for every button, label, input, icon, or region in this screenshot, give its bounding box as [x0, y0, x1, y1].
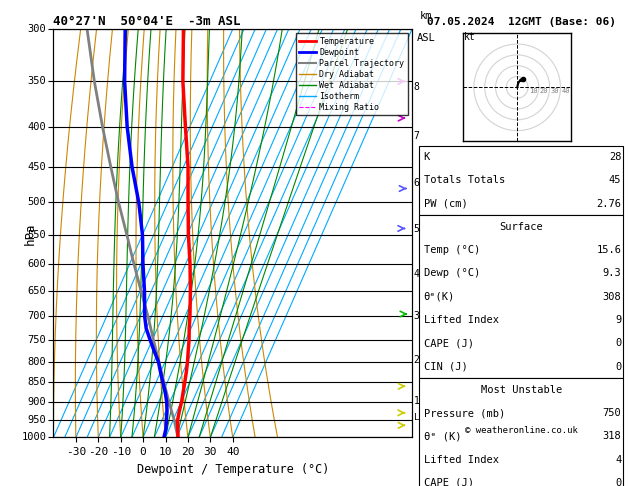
X-axis label: Dewpoint / Temperature (°C): Dewpoint / Temperature (°C) [136, 463, 329, 476]
Text: 350: 350 [28, 76, 47, 87]
Text: 9: 9 [615, 315, 621, 325]
Text: Lifted Index: Lifted Index [424, 454, 499, 465]
Text: ASL: ASL [417, 33, 436, 43]
Text: 07.05.2024  12GMT (Base: 06): 07.05.2024 12GMT (Base: 06) [427, 17, 616, 27]
Text: Temp (°C): Temp (°C) [424, 245, 480, 255]
Text: 20: 20 [540, 88, 548, 94]
Text: 7: 7 [414, 131, 420, 141]
Text: Pressure (mb): Pressure (mb) [424, 408, 505, 418]
Text: K: K [424, 152, 430, 162]
Legend: Temperature, Dewpoint, Parcel Trajectory, Dry Adiabat, Wet Adiabat, Isotherm, Mi: Temperature, Dewpoint, Parcel Trajectory… [296, 34, 408, 116]
Text: 0: 0 [615, 338, 621, 348]
Text: 6: 6 [414, 178, 420, 188]
Text: CAPE (J): CAPE (J) [424, 338, 474, 348]
Text: 308: 308 [603, 292, 621, 302]
Text: 28: 28 [609, 152, 621, 162]
Text: 9.3: 9.3 [603, 268, 621, 278]
Text: 0: 0 [615, 478, 621, 486]
Text: PW (cm): PW (cm) [424, 199, 467, 208]
Text: 40: 40 [562, 88, 570, 94]
Bar [420, 215, 623, 378]
Text: 850: 850 [28, 377, 47, 387]
Text: Dewp (°C): Dewp (°C) [424, 268, 480, 278]
Text: 750: 750 [28, 335, 47, 345]
Text: 600: 600 [28, 259, 47, 269]
Text: 500: 500 [28, 197, 47, 208]
Bar [420, 145, 623, 215]
Text: Lifted Index: Lifted Index [424, 315, 499, 325]
Text: 0: 0 [615, 362, 621, 372]
Bar [420, 378, 623, 486]
Text: LCL: LCL [414, 413, 430, 422]
Text: 650: 650 [28, 286, 47, 296]
Text: 4: 4 [414, 269, 420, 278]
Text: © weatheronline.co.uk: © weatheronline.co.uk [465, 426, 578, 435]
Text: 400: 400 [28, 122, 47, 132]
Text: 1000: 1000 [21, 433, 47, 442]
Text: Most Unstable: Most Unstable [481, 385, 562, 395]
Text: 3: 3 [414, 312, 420, 321]
Text: θᵉ(K): θᵉ(K) [424, 292, 455, 302]
Text: 550: 550 [28, 230, 47, 240]
Text: 15.6: 15.6 [596, 245, 621, 255]
Text: km: km [420, 11, 433, 21]
Text: Surface: Surface [499, 222, 543, 232]
Text: CIN (J): CIN (J) [424, 362, 467, 372]
Text: θᵉ (K): θᵉ (K) [424, 432, 461, 441]
Text: hPa: hPa [24, 222, 36, 244]
Text: 300: 300 [28, 24, 47, 34]
Text: 1: 1 [414, 396, 420, 406]
Text: Mixing Ratio (g/kg): Mixing Ratio (g/kg) [443, 239, 453, 350]
Text: 30: 30 [551, 88, 559, 94]
Text: Totals Totals: Totals Totals [424, 175, 505, 186]
Text: 8: 8 [414, 82, 420, 92]
Text: 4: 4 [615, 454, 621, 465]
Text: 800: 800 [28, 357, 47, 367]
Text: 318: 318 [603, 432, 621, 441]
Text: kt: kt [464, 32, 476, 42]
Text: 2.76: 2.76 [596, 199, 621, 208]
Text: 700: 700 [28, 312, 47, 321]
Text: 900: 900 [28, 397, 47, 407]
Text: 45: 45 [609, 175, 621, 186]
Text: 2: 2 [414, 355, 420, 364]
Text: CAPE (J): CAPE (J) [424, 478, 474, 486]
Text: 450: 450 [28, 162, 47, 172]
Text: 10: 10 [529, 88, 538, 94]
Text: 5: 5 [414, 224, 420, 234]
Text: 40°27'N  50°04'E  -3m ASL: 40°27'N 50°04'E -3m ASL [53, 15, 241, 28]
Text: 950: 950 [28, 415, 47, 425]
Text: 750: 750 [603, 408, 621, 418]
